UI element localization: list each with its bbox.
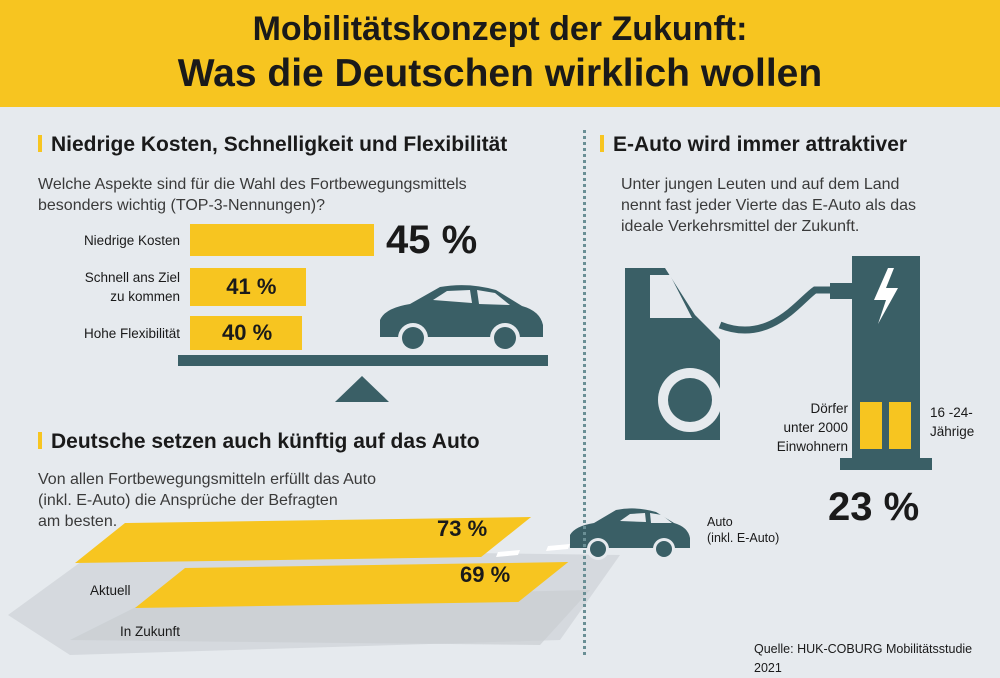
- aspect-value-label: 45 %: [386, 218, 478, 262]
- aspect-category-line: zu kommen: [110, 289, 180, 304]
- section3-text-line2: (inkl. E-Auto) die Ansprüche der Befragt…: [38, 492, 338, 509]
- group1-line1: Dörfer: [810, 401, 848, 416]
- seesaw-fulcrum: [335, 376, 389, 402]
- lightning-icon: [874, 268, 898, 324]
- divider: [583, 130, 586, 655]
- section2-text-line2: nennt fast jeder Vierte das E-Auto als d…: [621, 197, 916, 214]
- car-icon: [380, 285, 543, 353]
- aspect-bar: [190, 224, 374, 256]
- aspect-category-line: Hohe Flexibilität: [83, 325, 180, 341]
- header-title-line1: Mobilitätskonzept der Zukunft:: [252, 10, 748, 48]
- seesaw-beam: [178, 355, 548, 366]
- road-category-label: In Zukunft: [120, 624, 181, 639]
- section1-question-line2: besonders wichtig (TOP-3-Nennungen)?: [38, 197, 325, 214]
- aspect-value-label: 41 %: [226, 274, 277, 299]
- section2-text-line1: Unter jungen Leuten und auf dem Land: [621, 176, 900, 193]
- ecar-value-label: 23 %: [828, 485, 920, 529]
- bar-doerfer: [860, 402, 882, 449]
- road-category-label: Aktuell: [90, 583, 131, 598]
- group1-label: Dörfer unter 2000 Einwohnern: [738, 399, 848, 456]
- aspect-category-label: Schnell ans Ziel zu kommen: [40, 268, 180, 306]
- header-banner: Mobilitätskonzept der Zukunft: Was die D…: [0, 0, 1000, 107]
- section1-title-text: Niedrige Kosten, Schnelligkeit und Flexi…: [51, 133, 508, 156]
- aspect-category-line: Schnell ans Ziel: [84, 270, 180, 285]
- charging-illustration: [625, 256, 932, 470]
- section3-title: Deutsche setzen auch künftig auf das Aut…: [38, 430, 480, 454]
- title-marker: [600, 135, 604, 152]
- road-value-label: 69 %: [460, 562, 511, 587]
- section2-title-text: E-Auto wird immer attraktiver: [613, 133, 908, 156]
- section2-title: E-Auto wird immer attraktiver: [600, 133, 907, 157]
- road-bar: [75, 517, 532, 563]
- section3-title-text: Deutsche setzen auch künftig auf das Aut…: [51, 430, 480, 453]
- bar-jaehrige: [889, 402, 911, 449]
- title-marker: [38, 135, 42, 152]
- group2-label: 16 -24- Jährige: [930, 403, 974, 441]
- group2-line1: 16 -24-: [930, 405, 973, 420]
- title-marker: [38, 432, 42, 449]
- road-car-icon: [570, 508, 690, 560]
- group1-line3: Einwohnern: [776, 439, 848, 454]
- aspect-bar: [190, 268, 307, 306]
- aspect-category-line: Niedrige Kosten: [83, 232, 180, 248]
- aspect-bar: [190, 316, 302, 350]
- section3-text-line3: am besten.: [38, 513, 118, 530]
- section1-title: Niedrige Kosten, Schnelligkeit und Flexi…: [38, 133, 507, 157]
- group1-line2: unter 2000: [783, 420, 848, 435]
- road-bar: [135, 562, 569, 608]
- road-car-label-line1: Auto: [707, 515, 733, 529]
- road-value-label: 73 %: [437, 516, 488, 541]
- section3-text-line1: Von allen Fortbewegungsmitteln erfüllt d…: [38, 471, 376, 488]
- aspect-value-label: 40 %: [222, 320, 273, 345]
- group2-line2: Jährige: [930, 424, 975, 439]
- header-title-line2: Was die Deutschen wirklich wollen: [177, 52, 823, 95]
- source-note: Quelle: HUK-COBURG Mobilitätsstudie 2021: [754, 642, 973, 675]
- road-car-label-line2: (inkl. E-Auto): [707, 531, 780, 545]
- aspect-category-label: Niedrige Kosten: [40, 231, 180, 250]
- section1-question-line1: Welche Aspekte sind für die Wahl des For…: [38, 176, 467, 193]
- road-car-label: Auto (inkl. E-Auto): [707, 514, 779, 546]
- aspect-category-label: Hohe Flexibilität: [40, 324, 180, 343]
- section2-text-line3: ideale Verkehrsmittel der Zukunft.: [621, 218, 860, 235]
